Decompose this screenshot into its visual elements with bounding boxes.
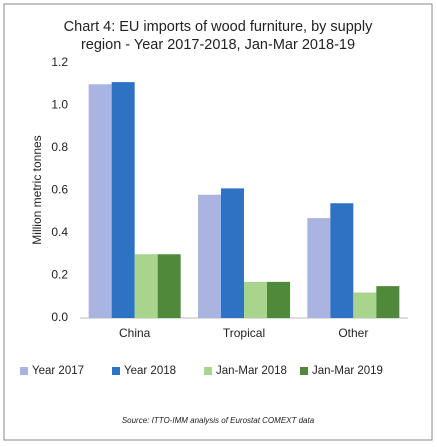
bar xyxy=(111,82,135,318)
legend-swatch xyxy=(204,367,212,375)
y-tick-label: 0.4 xyxy=(51,225,68,239)
bar xyxy=(244,281,267,318)
chart-title: region - Year 2017-2018, Jan-Mar 2018-19 xyxy=(81,37,355,53)
legend-label: Jan-Mar 2018 xyxy=(216,365,287,377)
x-tick-label: China xyxy=(119,326,151,340)
bar xyxy=(157,254,181,318)
bar xyxy=(221,188,244,318)
y-tick-label: 0.0 xyxy=(51,310,68,324)
legend-label: Year 2018 xyxy=(124,365,176,377)
x-tick-label: Other xyxy=(338,326,368,340)
legend-label: Jan-Mar 2019 xyxy=(312,365,383,377)
y-tick-label: 0.6 xyxy=(51,183,68,197)
bar xyxy=(267,281,290,318)
chart-title: Chart 4: EU imports of wood furniture, b… xyxy=(64,19,373,35)
bar xyxy=(88,84,112,318)
legend-label: Year 2017 xyxy=(32,365,84,377)
y-axis-label: Million metric tonnes xyxy=(30,135,44,244)
x-tick-label: Tropical xyxy=(223,326,265,340)
y-tick-label: 0.8 xyxy=(51,140,68,154)
bar xyxy=(376,286,400,318)
y-tick-label: 1.2 xyxy=(51,55,68,69)
legend-swatch xyxy=(20,367,28,375)
y-tick-label: 0.2 xyxy=(51,268,68,282)
bar xyxy=(134,254,158,318)
bar xyxy=(307,218,331,318)
y-tick-label: 1.0 xyxy=(51,98,68,112)
bar xyxy=(353,292,377,318)
legend-swatch xyxy=(300,367,308,375)
source-note: Source: ITTO-IMM analysis of Eurostat CO… xyxy=(122,416,315,425)
bar xyxy=(198,194,221,318)
bar xyxy=(330,203,354,318)
legend-swatch xyxy=(112,367,120,375)
